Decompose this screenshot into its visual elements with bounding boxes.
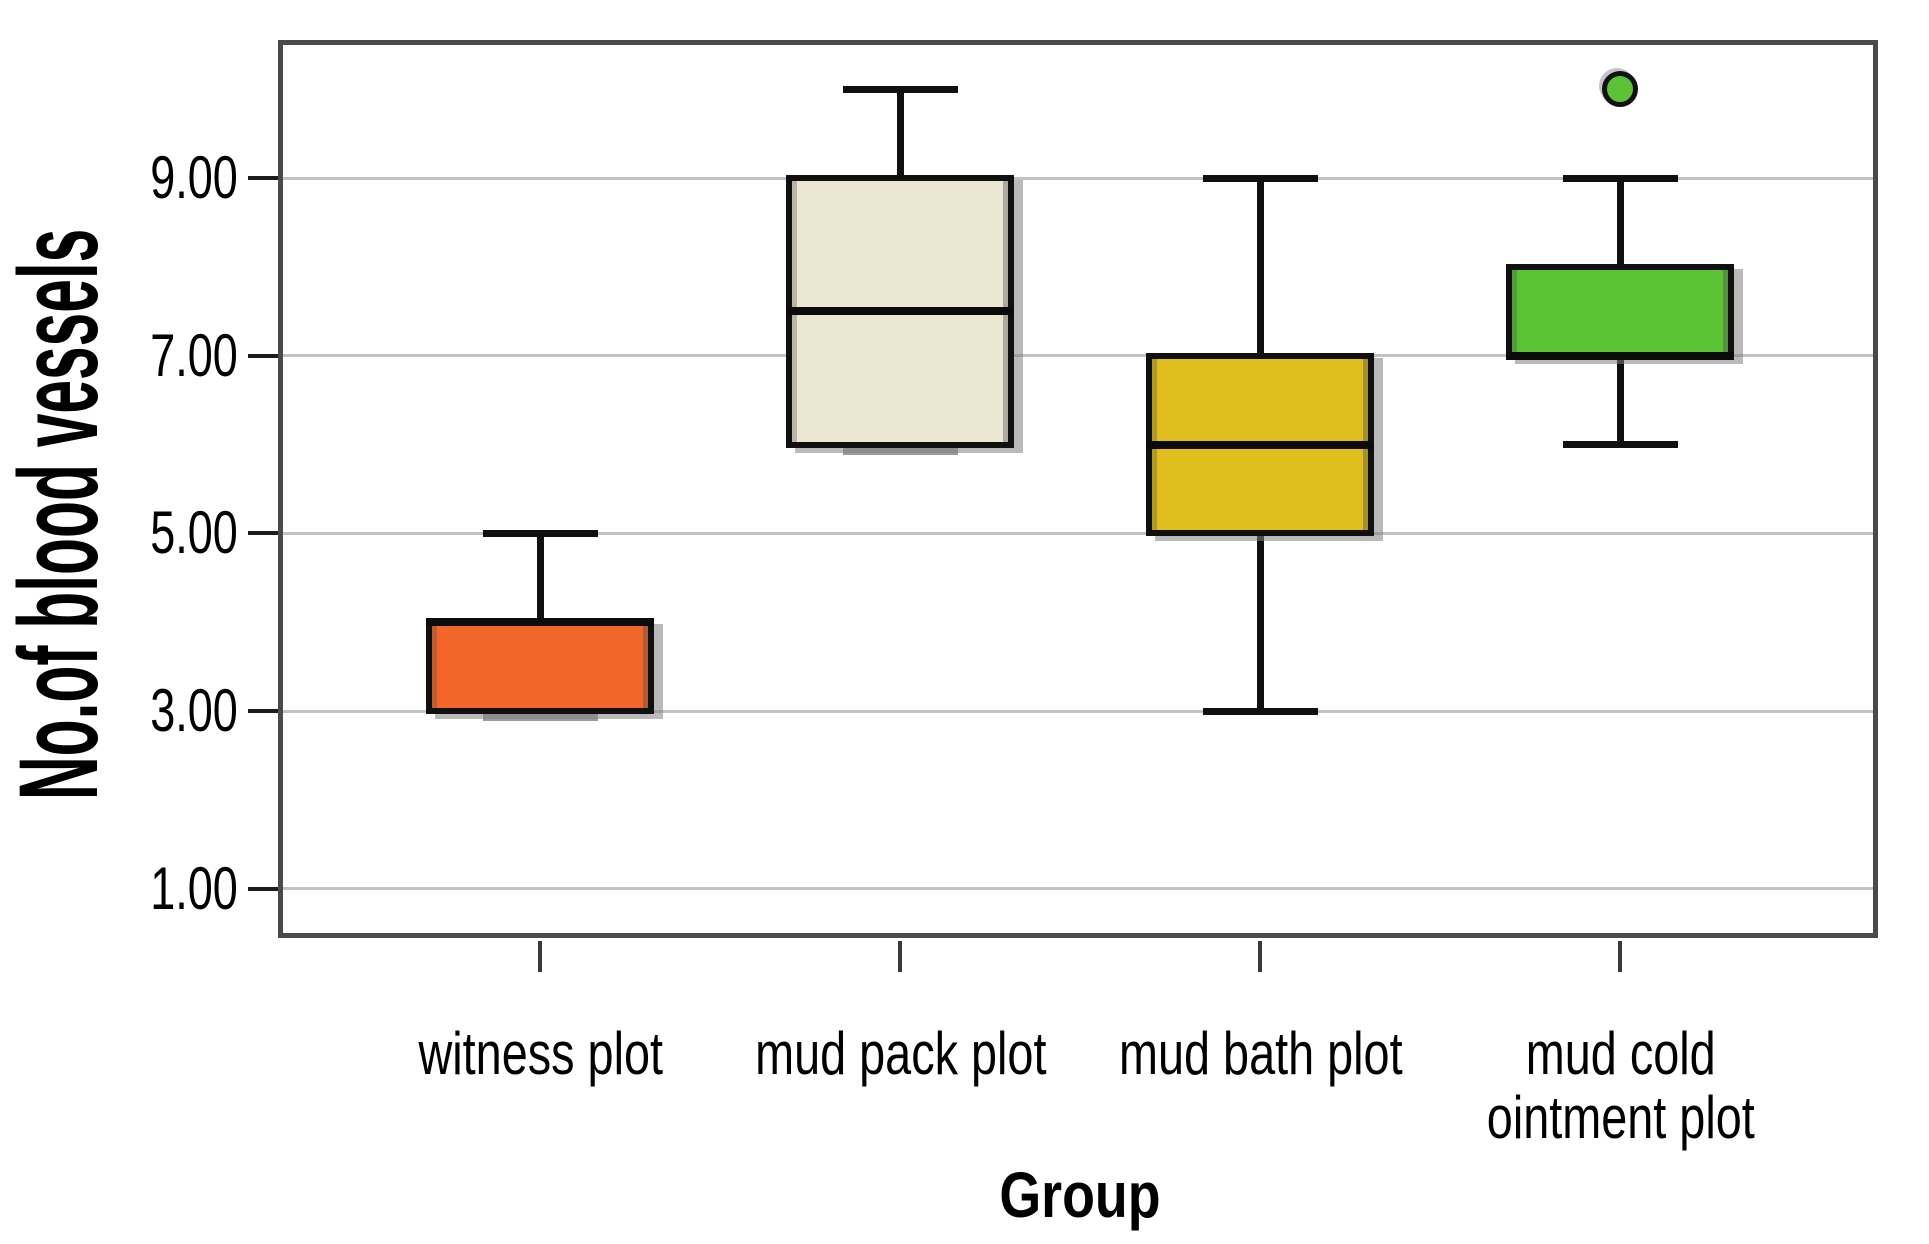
y-tick-mark-7 [248,353,278,358]
plot-area [278,40,1878,938]
median-line [426,618,655,627]
upper-whisker-cap [482,529,598,537]
lower-whisker-line [1256,533,1264,711]
y-tick-mark-1 [248,886,278,891]
y-tick-mark-9 [248,176,278,181]
median-line [1506,351,1735,360]
lower-whisker-line [1616,355,1624,445]
y-tick-label-1: 1.00 [20,854,238,922]
x-tick-mark-3 [1258,941,1263,972]
x-tick-mark-1 [538,941,543,972]
boxplot-box-4 [1506,264,1735,359]
x-axis-title-text: Group [999,1159,1161,1231]
y-tick-label-text: 5.00 [150,499,238,567]
x-category-label-3: mud bath plot [1000,1022,1520,1086]
gridline-9 [283,176,1873,180]
gridline-3 [283,709,1873,713]
median-line [1146,440,1375,449]
gridline-7 [283,354,1873,358]
x-category-label-text: mud pack plot [754,1020,1047,1087]
upper-whisker-line [896,89,904,179]
outlier-point [1602,71,1639,108]
x-category-label-line: mud cold [1360,1022,1880,1086]
lower-whisker-cap [842,447,958,455]
y-tick-mark-5 [248,531,278,536]
gridline-5 [283,531,1873,535]
upper-whisker-cap [842,85,958,93]
lower-whisker-cap [1562,441,1678,449]
y-tick-label-9: 9.00 [20,147,238,209]
x-category-label-line: witness plot [280,1022,800,1086]
x-category-label-text: witness plot [418,1020,663,1087]
y-tick-label-3: 3.00 [20,680,238,742]
x-category-label-2: mud pack plot [640,1022,1160,1086]
x-tick-mark-2 [898,941,903,972]
x-category-label-text: mud bath plot [1118,1020,1403,1087]
x-category-label-4: mud cold ointment plot [1360,1022,1880,1150]
y-tick-label-text: 1.00 [150,854,238,922]
x-category-label-line: mud bath plot [1000,1022,1520,1086]
upper-whisker-line [1616,178,1624,267]
lower-whisker-cap [1202,707,1318,715]
lower-whisker-cap [482,714,598,721]
x-category-label-text: mud cold [1525,1020,1716,1087]
y-tick-label-text: 3.00 [150,677,238,744]
upper-whisker-line [536,533,544,623]
boxplot-box-1 [426,619,655,714]
y-tick-label-text: 9.00 [150,144,238,212]
upper-whisker-cap [1562,174,1678,182]
x-axis-title: Group [880,1158,1280,1232]
x-tick-mark-4 [1618,941,1623,972]
y-tick-label-text: 7.00 [150,321,238,389]
x-category-label-line: mud pack plot [640,1022,1160,1086]
x-category-label-1: witness plot [280,1022,800,1086]
gridline-1 [283,887,1873,891]
x-category-label-line: ointment plot [1360,1086,1880,1150]
upper-whisker-line [1256,178,1264,356]
upper-whisker-cap [1202,174,1318,182]
x-category-label-text: ointment plot [1486,1084,1755,1151]
y-tick-mark-3 [248,709,278,713]
y-tick-label-7: 7.00 [20,321,238,389]
y-tick-label-5: 5.00 [20,502,238,564]
median-line [786,307,1015,316]
